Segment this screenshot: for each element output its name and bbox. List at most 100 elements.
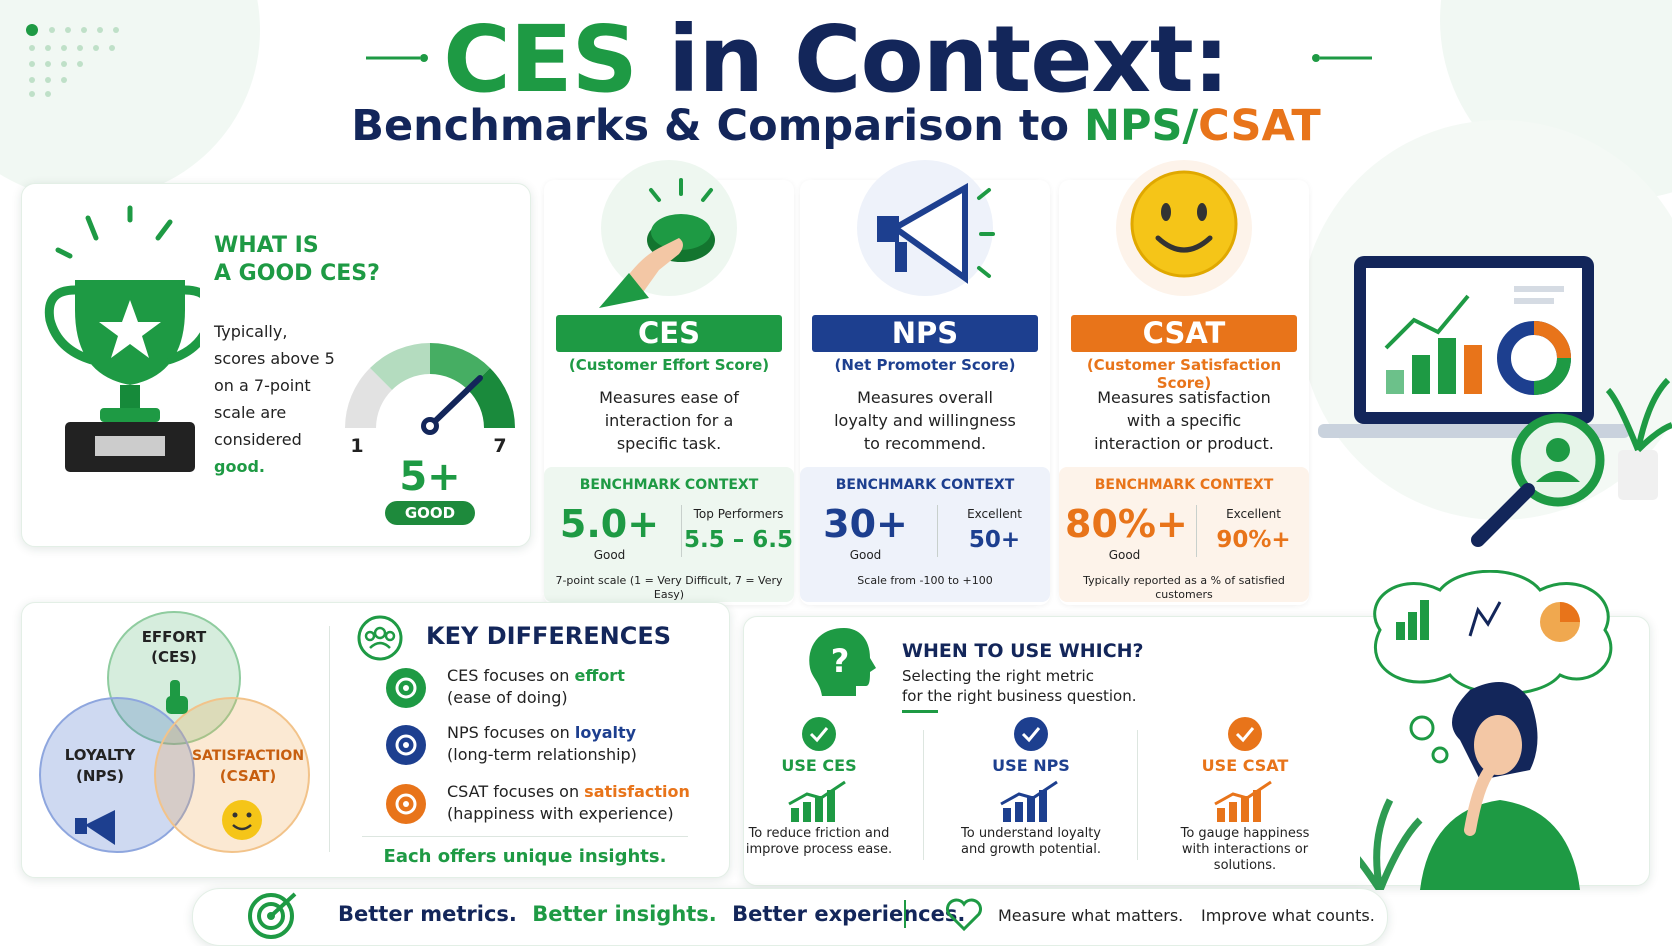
- good-label: Good: [849, 548, 882, 562]
- difference-detail: (ease of doing): [447, 688, 568, 707]
- accent-line: [902, 710, 938, 713]
- metric-description: Measures overall loyalty and willingness…: [834, 388, 1016, 453]
- gauge-badge: GOOD: [405, 504, 455, 522]
- benchmark-box: [544, 467, 794, 602]
- title: CES in Context:: [0, 6, 1672, 114]
- differences-card: [21, 602, 730, 878]
- benchmark-divider: [681, 505, 682, 557]
- gauge-score: 5+: [399, 454, 460, 500]
- good-value: 80%+: [1065, 502, 1188, 546]
- good-ces-highlight: good.: [214, 457, 265, 476]
- difference-keyword: loyalty: [574, 723, 637, 742]
- trophy-icon: [44, 205, 200, 472]
- key-differences-footer: Each offers unique insights.: [383, 846, 667, 867]
- metric-name: NPS: [812, 315, 1038, 352]
- difference-text: NPS focuses on loyalty: [447, 723, 636, 742]
- benchmark-heading: BENCHMARK CONTEXT: [1094, 477, 1274, 493]
- metric-icon: [857, 160, 995, 296]
- use-divider: [1137, 730, 1138, 860]
- top-value: 90%+: [1216, 527, 1291, 553]
- subtitle: Benchmarks & Comparison to NPS/CSAT: [0, 100, 1672, 152]
- use-label: USE CES: [781, 756, 857, 775]
- good-value: 30+: [823, 502, 908, 546]
- divider: [329, 626, 330, 852]
- top-label: Top Performers: [693, 507, 784, 521]
- benchmark-note: 7-point scale (1 = Very Difficult, 7 = V…: [555, 574, 783, 601]
- benchmark-heading: BENCHMARK CONTEXT: [579, 477, 759, 493]
- good-ces-heading: WHAT IS A GOOD CES?: [214, 232, 380, 288]
- use-label: USE CSAT: [1201, 756, 1289, 775]
- footer-measure: Measure what matters.: [998, 906, 1184, 925]
- metric-icon: [1116, 160, 1252, 296]
- analytics-illustration: [1318, 256, 1672, 547]
- benchmark-note: Typically reported as a % of satisfied c…: [1083, 574, 1285, 601]
- divider: [362, 836, 688, 837]
- benchmark-heading: BENCHMARK CONTEXT: [835, 477, 1015, 493]
- benchmark-divider: [1196, 505, 1197, 557]
- metric-description: Measures ease of interaction for a speci…: [599, 388, 739, 453]
- subtitle-slash: /: [1182, 101, 1199, 151]
- footer-metrics: Better metrics.: [338, 902, 517, 926]
- difference-text: CSAT focuses on satisfaction: [447, 782, 690, 801]
- venn-loyalty-metric: (NPS): [76, 767, 124, 785]
- venn-diagram: EFFORT (CES) LOYALTY (NPS) SATISFACTION …: [39, 611, 310, 853]
- when-to-use-subtitle: Selecting the right metric for the right…: [902, 666, 1137, 706]
- metric-full-name: (Customer Effort Score): [568, 356, 770, 374]
- metric-full-name: (Net Promoter Score): [834, 356, 1016, 374]
- footer-slogan: Better metrics. Better insights. Better …: [338, 902, 965, 926]
- difference-keyword: effort: [574, 666, 625, 685]
- use-icon: [802, 717, 836, 751]
- use-chart-icon: [1214, 780, 1272, 822]
- subtitle-csat: CSAT: [1198, 101, 1321, 151]
- when-to-use-title: WHEN TO USE WHICH?: [902, 640, 1144, 662]
- gauge-max: 7: [493, 435, 506, 457]
- metric-description: Measures satisfaction with a specific in…: [1094, 388, 1274, 453]
- use-chart-icon: [788, 780, 846, 822]
- venn-loyalty: LOYALTY: [65, 746, 137, 764]
- subtitle-line: for the right business question.: [902, 687, 1137, 705]
- subtitle-lead: Benchmarks & Comparison to: [351, 101, 1084, 151]
- benchmark-divider: [937, 505, 938, 557]
- key-differences-title: KEY DIFFERENCES: [426, 622, 672, 650]
- use-icon: [1228, 717, 1262, 751]
- gauge: 1 7 5+ GOOD: [345, 343, 515, 525]
- footer-experiences: Better experiences.: [732, 902, 966, 926]
- question-head-icon: ?: [809, 628, 876, 696]
- venn-satisfaction: SATISFACTION: [192, 748, 304, 764]
- difference-keyword: satisfaction: [584, 782, 690, 801]
- benchmark-note: Scale from -100 to +100: [857, 574, 993, 587]
- difference-detail: (long-term relationship): [447, 745, 637, 764]
- difference-text: CES focuses on effort: [447, 666, 625, 685]
- heading-line: A GOOD CES?: [214, 261, 380, 286]
- subtitle-nps: NPS: [1083, 101, 1183, 151]
- good-label: Good: [1108, 548, 1141, 562]
- top-value: 50+: [968, 527, 1021, 553]
- title-rest: in Context:: [667, 6, 1230, 113]
- difference-icon: [386, 725, 426, 765]
- footer-bar: [192, 888, 1388, 946]
- person-illustration: [1360, 570, 1613, 890]
- use-icon: [1014, 717, 1048, 751]
- benchmark-box: [1059, 467, 1309, 602]
- heart-icon: [946, 898, 982, 932]
- venn-effort-metric: (CES): [151, 648, 197, 666]
- difference-detail: (happiness with experience): [447, 804, 674, 823]
- top-label: Excellent: [1226, 507, 1281, 521]
- use-chart-icon: [1000, 780, 1058, 822]
- top-label: Excellent: [967, 507, 1022, 521]
- benchmark-box: [800, 467, 1050, 602]
- use-divider: [923, 730, 924, 860]
- gauge-min: 1: [350, 435, 363, 457]
- good-label: Good: [593, 548, 626, 562]
- target-icon: [248, 892, 297, 939]
- metric-name: CSAT: [1071, 315, 1297, 352]
- metric-icon: [599, 160, 737, 308]
- top-value: 5.5 – 6.5: [683, 527, 793, 553]
- divider: [904, 900, 906, 928]
- title-highlight: CES: [443, 6, 638, 113]
- footer-improve: Improve what counts.: [1201, 906, 1375, 925]
- difference-icon: [386, 784, 426, 824]
- metric-full-name: (Customer Satisfaction Score): [1086, 356, 1282, 392]
- difference-prefix: NPS focuses on: [447, 723, 575, 742]
